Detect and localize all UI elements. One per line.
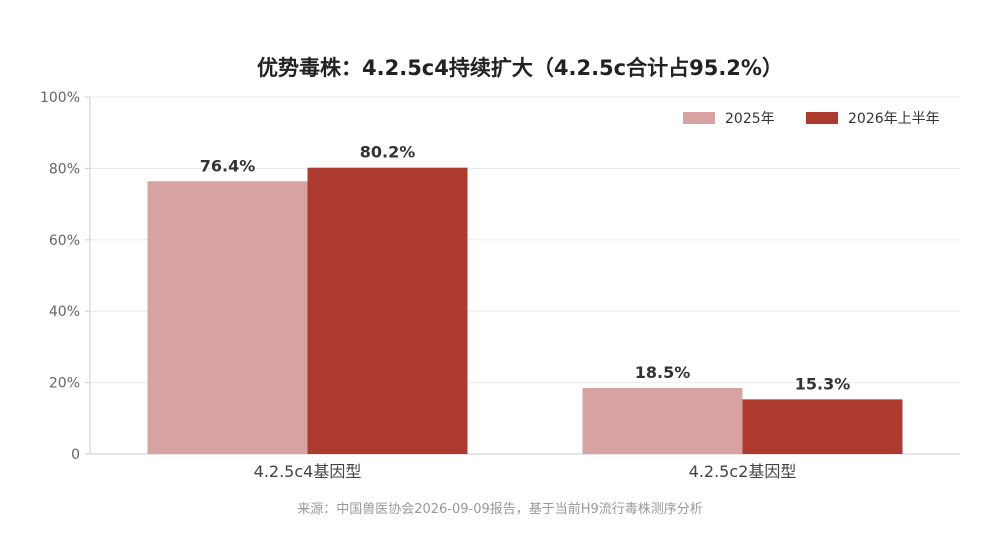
chart-title: 优势毒株：4.2.5c4持续扩大（4.2.5c合计占95.2%） — [257, 56, 783, 80]
legend: 2025年 2026年上半年 — [683, 111, 940, 127]
legend-label: 2026年上半年 — [848, 111, 940, 127]
bar-value-label: 76.4% — [200, 156, 256, 175]
bar — [307, 167, 468, 454]
bar-value-label: 18.5% — [635, 363, 691, 382]
bar — [582, 387, 743, 454]
bars — [147, 167, 903, 454]
legend-swatch — [806, 112, 838, 124]
y-tick-label: 20% — [49, 376, 80, 392]
x-tick-label: 4.2.5c2基因型 — [689, 462, 797, 481]
y-tick-label: 0 — [71, 447, 80, 463]
y-tick-label: 100% — [40, 90, 80, 106]
source-note: 来源：中国兽医协会2026-09-09报告，基于当前H9流行毒株测序分析 — [297, 501, 703, 517]
x-tick-label: 4.2.5c4基因型 — [254, 462, 362, 481]
legend-label: 2025年 — [725, 111, 775, 127]
bar-value-label: 80.2% — [360, 143, 416, 162]
x-axis-ticks: 4.2.5c4基因型 4.2.5c2基因型 — [254, 462, 797, 481]
data-labels: 76.4% 80.2% 18.5% 15.3% — [200, 143, 851, 394]
bar — [147, 181, 308, 454]
bar-value-label: 15.3% — [795, 374, 851, 393]
y-axis-ticks: 0 20% 40% 60% 80% 100% — [40, 90, 90, 463]
y-tick-label: 80% — [49, 161, 80, 177]
y-tick-label: 40% — [49, 304, 80, 320]
legend-swatch — [683, 112, 715, 124]
y-tick-label: 60% — [49, 233, 80, 249]
bar — [742, 399, 903, 454]
